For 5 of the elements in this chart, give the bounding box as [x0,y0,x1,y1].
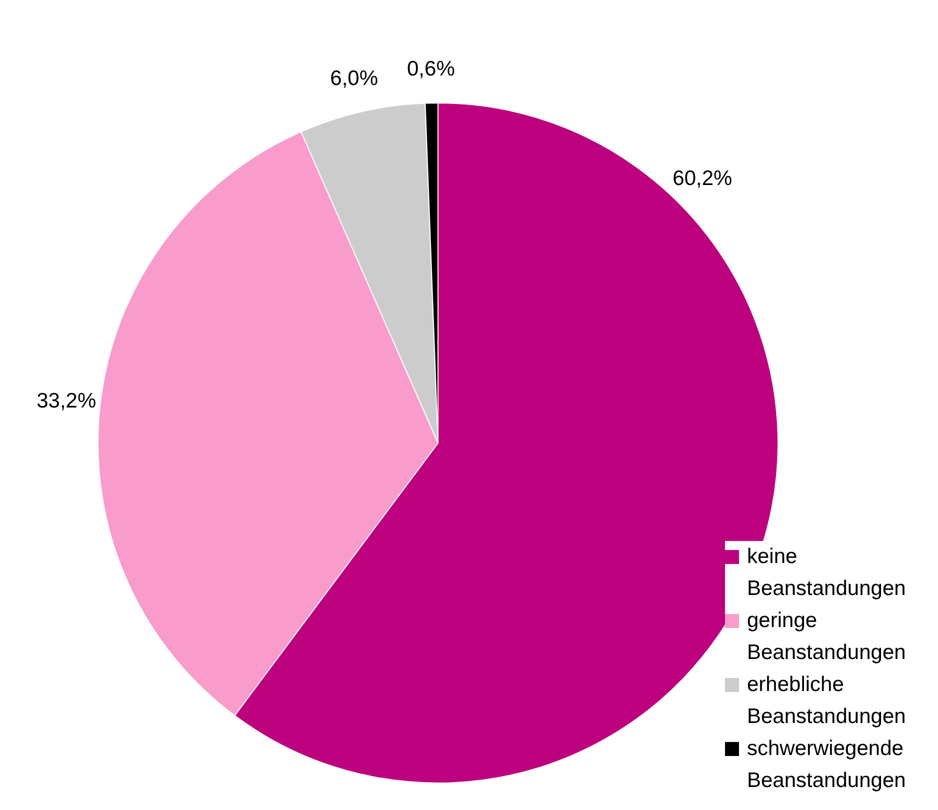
data-label: 0,6% [407,58,455,81]
data-label: 6,0% [330,67,378,90]
legend-label: schwerwiegende Beanstandungen [747,736,907,794]
data-label: 33,2% [36,389,96,412]
data-label: 60,2% [672,167,732,190]
